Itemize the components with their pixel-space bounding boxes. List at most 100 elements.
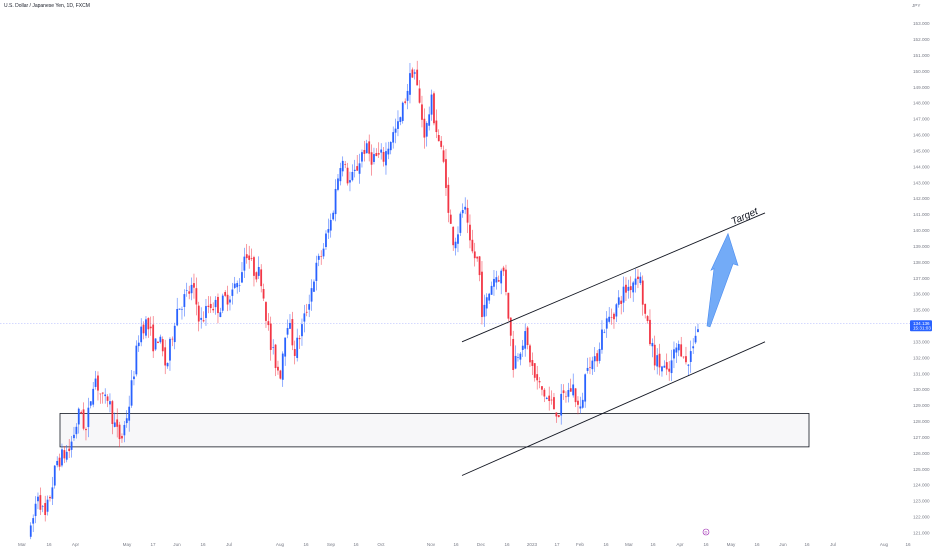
channel-upper-line <box>461 212 766 343</box>
price-tick-14: 135.000 <box>913 308 930 313</box>
support-zone <box>59 413 810 448</box>
candle-body-14 <box>63 450 66 459</box>
candle-body-63 <box>181 309 183 310</box>
candle-body-129 <box>339 168 342 182</box>
candle-body-157 <box>406 90 409 101</box>
candle-body-162 <box>418 88 421 103</box>
candle-body-256 <box>644 303 647 314</box>
dividend-marker <box>702 528 710 536</box>
time-tick-10: Sep <box>327 542 336 547</box>
candle-body-1 <box>32 518 35 524</box>
candle-body-70 <box>197 305 200 322</box>
candle-body-22 <box>82 409 85 429</box>
candle-body-96 <box>260 269 263 287</box>
candle-body-66 <box>188 291 191 294</box>
candle-body-230 <box>581 399 584 408</box>
candle-body-201 <box>512 338 515 371</box>
candle-body-182 <box>466 207 469 223</box>
candle-body-113 <box>301 324 303 337</box>
channel-lower-line <box>461 341 766 476</box>
candle-body-166 <box>428 114 431 126</box>
candle-body-203 <box>517 357 519 358</box>
price-tick-7: 128.000 <box>913 419 930 424</box>
candle-body-210 <box>533 363 536 378</box>
candle-body-224 <box>567 390 570 397</box>
candle-body-163 <box>421 104 423 120</box>
candle-body-231 <box>584 374 587 402</box>
candle-body-12 <box>58 457 61 467</box>
candle-body-241 <box>608 316 611 322</box>
time-axis[interactable]: Mar 16 Apr May 17 Jun 16 Jul Aug 16 Sep 16 Oct Nov 16 D… <box>18 542 911 547</box>
candle-body-105 <box>281 353 284 380</box>
candle-body-181 <box>464 206 467 210</box>
candle-body-259 <box>651 342 654 347</box>
candle-body-35 <box>113 422 116 427</box>
candle-body-122 <box>322 248 325 257</box>
candle-body-83 <box>229 299 231 303</box>
drawings-layer: Target D <box>461 206 766 536</box>
candle-body-242 <box>610 317 613 318</box>
time-tick-0: Mar <box>18 542 26 547</box>
candle-body-273 <box>685 356 687 363</box>
candle-body-202 <box>514 355 517 369</box>
candle-body-221 <box>560 393 563 416</box>
candle-body-227 <box>574 388 577 403</box>
candle-body-152 <box>394 128 397 133</box>
candle-body-139 <box>363 149 366 154</box>
candle-body-186 <box>476 256 479 259</box>
candle-body-98 <box>265 302 267 321</box>
candle-body-148 <box>385 151 387 166</box>
candle-body-126 <box>332 212 335 220</box>
candle-body-77 <box>214 299 217 308</box>
candle-body-85 <box>233 283 236 288</box>
candle-body-196 <box>500 270 503 284</box>
candle-body-121 <box>320 256 323 257</box>
candle-body-156 <box>404 101 407 103</box>
candle-body-31 <box>104 394 107 397</box>
candle-body-128 <box>337 178 339 190</box>
candle-body-20 <box>77 408 80 425</box>
candle-body-68 <box>193 283 195 288</box>
candle-body-43 <box>133 376 135 380</box>
candlestick-series <box>29 60 699 540</box>
candle-body-188 <box>481 271 483 318</box>
time-tick-22: 16 <box>650 542 656 547</box>
candle-body-238 <box>601 329 603 350</box>
candle-body-154 <box>399 117 402 122</box>
candle-body-135 <box>353 169 356 171</box>
projection-arrow <box>706 232 739 328</box>
candle-body-272 <box>682 356 685 358</box>
price-axis[interactable]: JPY 121.000 122.000 123.000 124.000 125.000 12… <box>910 3 932 535</box>
candle-body-251 <box>632 282 635 293</box>
candle-body-171 <box>440 140 443 147</box>
candle-body-87 <box>238 284 241 286</box>
candle-body-114 <box>303 313 306 322</box>
candle-body-71 <box>200 317 203 320</box>
candle-body-192 <box>490 285 493 295</box>
candle-body-97 <box>262 289 265 299</box>
time-tick-16: 16 <box>504 542 510 547</box>
candle-body-74 <box>207 305 210 307</box>
time-tick-27: Jun <box>779 542 787 547</box>
candle-body-228 <box>577 400 579 405</box>
candle-body-159 <box>411 69 414 78</box>
candle-body-262 <box>658 353 661 368</box>
price-tick-5: 126.000 <box>913 451 930 456</box>
candle-body-170 <box>437 135 440 142</box>
candle-body-260 <box>653 344 656 366</box>
candle-body-59 <box>171 338 174 340</box>
candle-body-183 <box>469 224 471 241</box>
candle-body-167 <box>430 94 433 115</box>
candle-body-45 <box>137 342 140 347</box>
candle-body-104 <box>279 370 282 379</box>
candle-body-100 <box>269 323 272 350</box>
support-zone-layer <box>0 323 910 448</box>
candle-body-204 <box>519 353 522 360</box>
candle-body-249 <box>627 286 630 291</box>
candle-body-180 <box>461 209 464 214</box>
candle-body-190 <box>485 297 488 309</box>
time-tick-25: May <box>727 542 736 547</box>
candle-body-261 <box>656 355 659 367</box>
candle-body-250 <box>629 286 632 291</box>
